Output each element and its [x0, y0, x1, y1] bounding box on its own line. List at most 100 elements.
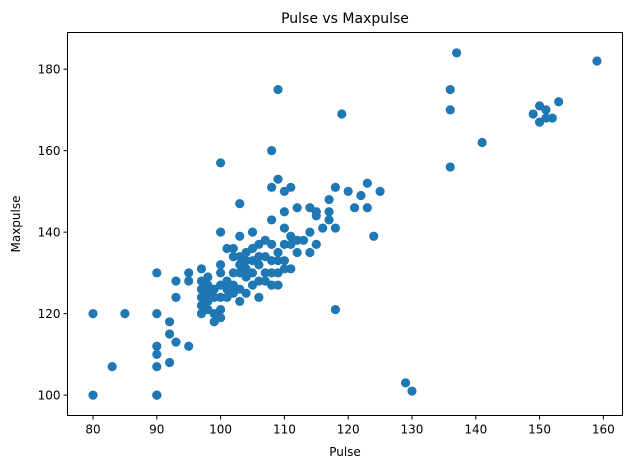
- data-point: [216, 158, 226, 168]
- data-point: [273, 174, 283, 184]
- data-point: [235, 296, 245, 307]
- y-tick-label: 140: [38, 226, 61, 240]
- data-point: [298, 235, 309, 245]
- data-point: [330, 223, 341, 233]
- data-point: [254, 292, 264, 302]
- data-point: [241, 256, 251, 266]
- data-point: [228, 243, 238, 254]
- data-point: [152, 349, 162, 359]
- data-point: [171, 292, 181, 302]
- data-point: [445, 84, 455, 95]
- data-point: [324, 194, 334, 205]
- data-point: [88, 309, 98, 319]
- y-tick-label: 160: [38, 144, 61, 158]
- x-tick-label: 160: [592, 423, 615, 437]
- data-point: [267, 146, 277, 156]
- data-point: [152, 268, 162, 278]
- data-point: [171, 337, 181, 347]
- data-point: [254, 276, 264, 286]
- data-point: [267, 280, 277, 290]
- data-point: [247, 227, 258, 237]
- data-point: [279, 256, 289, 266]
- data-point: [216, 260, 226, 270]
- data-point: [184, 268, 194, 278]
- y-tick-label: 180: [38, 63, 61, 77]
- data-point: [343, 186, 353, 196]
- data-point: [305, 227, 315, 237]
- data-point: [203, 272, 213, 282]
- data-point: [152, 309, 162, 319]
- data-point: [164, 357, 175, 368]
- x-axis: 80 90 100 110 120 130 140 150 160: [85, 415, 615, 437]
- data-point: [152, 362, 162, 372]
- data-point: [554, 97, 564, 107]
- data-point: [337, 109, 347, 119]
- data-point: [375, 186, 385, 196]
- data-point: [254, 252, 264, 262]
- data-point: [152, 341, 162, 351]
- data-point: [401, 378, 411, 388]
- data-point: [216, 292, 226, 302]
- data-point: [235, 231, 245, 241]
- data-point: [273, 280, 283, 290]
- x-tick-label: 140: [464, 423, 487, 437]
- x-tick-label: 90: [149, 423, 164, 437]
- y-tick-label: 100: [38, 389, 61, 403]
- data-point: [184, 276, 194, 286]
- data-point: [541, 105, 551, 115]
- data-point: [324, 207, 334, 217]
- data-point: [356, 190, 366, 201]
- data-point: [267, 268, 277, 278]
- data-point: [292, 203, 302, 213]
- data-point: [164, 317, 175, 327]
- data-point: [452, 48, 462, 58]
- data-point: [528, 109, 538, 119]
- data-point: [311, 239, 321, 249]
- y-tick-label: 120: [38, 307, 61, 321]
- x-tick-label: 120: [337, 423, 360, 437]
- data-point: [273, 247, 283, 258]
- data-point: [305, 247, 315, 258]
- data-point: [349, 203, 360, 213]
- x-tick-label: 80: [85, 423, 100, 437]
- data-point: [171, 276, 181, 286]
- data-point: [330, 182, 341, 192]
- data-point: [445, 162, 455, 172]
- data-point: [279, 207, 289, 217]
- data-point: [267, 239, 277, 249]
- data-point: [477, 137, 487, 148]
- data-point: [120, 309, 130, 319]
- data-point: [592, 56, 602, 66]
- data-point: [407, 386, 417, 396]
- y-axis-title: Maxpulse: [9, 196, 23, 253]
- data-point: [235, 199, 245, 209]
- x-tick-label: 130: [401, 423, 424, 437]
- x-tick-label: 100: [209, 423, 232, 437]
- data-point: [241, 288, 251, 298]
- y-axis: 100 120 140 160 180: [38, 63, 68, 403]
- data-point: [260, 268, 270, 278]
- data-point: [267, 256, 277, 266]
- data-point: [286, 264, 296, 274]
- data-point: [362, 203, 372, 213]
- data-point: [216, 227, 226, 237]
- data-point: [216, 268, 226, 278]
- x-axis-title: Pulse: [329, 445, 361, 459]
- data-point: [222, 243, 232, 254]
- data-point: [196, 264, 207, 274]
- data-point: [279, 264, 289, 274]
- data-point: [273, 84, 283, 95]
- data-point: [184, 341, 194, 351]
- data-point: [292, 247, 302, 258]
- data-point: [286, 182, 296, 192]
- data-point: [445, 105, 455, 115]
- data-point: [324, 215, 334, 225]
- data-point: [107, 362, 117, 372]
- data-point: [209, 292, 219, 302]
- data-point: [216, 304, 226, 315]
- data-point: [88, 390, 98, 400]
- data-point: [164, 329, 175, 339]
- data-point: [152, 390, 162, 400]
- plot-frame: [67, 32, 623, 416]
- data-point: [369, 231, 379, 241]
